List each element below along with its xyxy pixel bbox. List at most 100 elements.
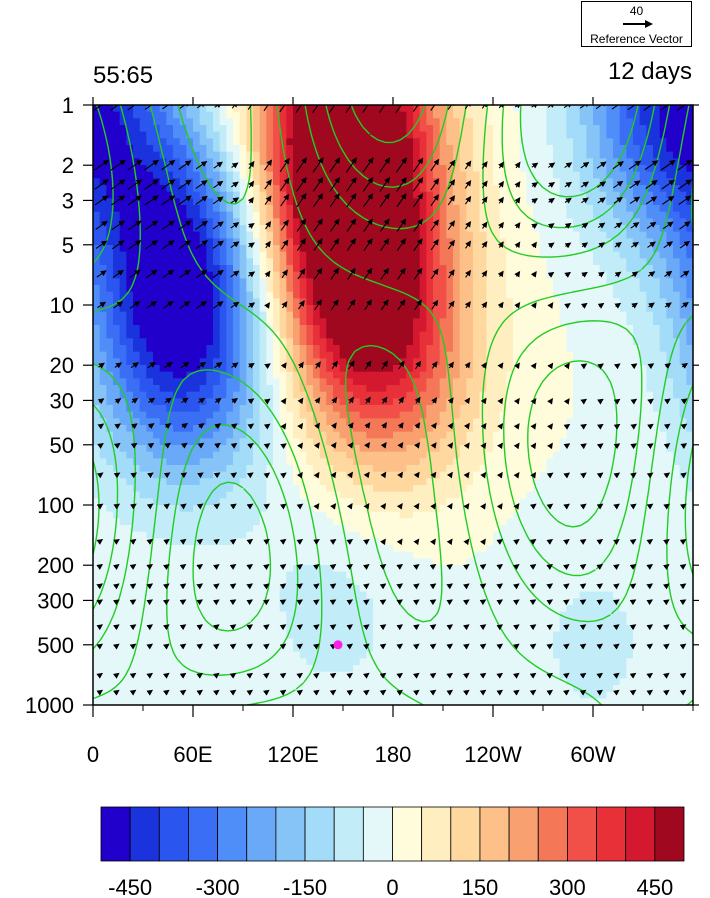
field-cell (386, 231, 394, 239)
field-cell (226, 271, 234, 279)
field-cell (239, 171, 247, 179)
field-cell (433, 345, 441, 353)
field-cell (359, 465, 367, 473)
field-cell (659, 458, 667, 466)
field-cell (633, 258, 641, 266)
field-cell (126, 338, 134, 346)
field-cell (153, 305, 161, 313)
field-cell (419, 311, 427, 319)
field-cell (539, 265, 547, 273)
field-cell (213, 265, 221, 273)
field-cell (653, 345, 661, 353)
field-cell (186, 178, 194, 186)
field-cell (353, 371, 361, 379)
field-cell (219, 191, 227, 199)
field-cell (139, 458, 147, 466)
field-cell (619, 231, 627, 239)
field-cell (279, 451, 287, 459)
field-cell (493, 178, 501, 186)
field-cell (233, 338, 241, 346)
field-cell (306, 305, 314, 313)
field-cell (406, 278, 414, 286)
field-cell (499, 238, 507, 246)
field-cell (273, 131, 281, 139)
field-cell (219, 145, 227, 153)
field-cell (419, 445, 427, 453)
field-cell (533, 318, 541, 326)
field-cell (186, 111, 194, 119)
field-cell (326, 425, 334, 433)
field-cell (573, 331, 581, 339)
field-cell (166, 171, 174, 179)
field-cell (173, 411, 181, 419)
field-cell (313, 111, 321, 119)
field-cell (533, 111, 541, 119)
field-cell (219, 431, 227, 439)
field-cell (446, 318, 454, 326)
field-cell (473, 378, 481, 386)
field-cell (399, 385, 407, 393)
field-cell (619, 385, 627, 393)
field-cell (599, 458, 607, 466)
field-cell (313, 391, 321, 399)
field-cell (279, 438, 287, 446)
field-cell (119, 298, 127, 306)
field-cell (653, 138, 661, 146)
field-cell (386, 371, 394, 379)
field-cell (213, 191, 221, 199)
field-cell (586, 431, 594, 439)
field-cell (473, 398, 481, 406)
field-cell (179, 298, 187, 306)
field-cell (513, 185, 521, 193)
field-cell (413, 131, 421, 139)
field-cell (253, 191, 261, 199)
field-cell (159, 265, 167, 273)
field-cell (626, 111, 634, 119)
field-cell (219, 438, 227, 446)
field-cell (206, 291, 214, 299)
field-cell (399, 438, 407, 446)
field-cell (526, 298, 534, 306)
field-cell (259, 171, 267, 179)
field-cell (526, 265, 534, 273)
field-cell (139, 291, 147, 299)
field-cell (346, 191, 354, 199)
field-cell (293, 425, 301, 433)
field-cell (106, 351, 114, 359)
field-cell (553, 405, 561, 413)
field-cell (586, 118, 594, 126)
field-cell (419, 271, 427, 279)
field-cell (486, 278, 494, 286)
field-cell (679, 331, 687, 339)
field-cell (359, 205, 367, 213)
field-cell (439, 298, 447, 306)
field-cell (619, 265, 627, 273)
field-cell (273, 278, 281, 286)
field-cell (293, 431, 301, 439)
field-cell (219, 158, 227, 166)
field-cell (413, 258, 421, 266)
field-cell (659, 138, 667, 146)
field-cell (399, 118, 407, 126)
field-cell (426, 125, 434, 133)
field-cell (453, 271, 461, 279)
field-cell (406, 378, 414, 386)
field-cell (539, 158, 547, 166)
field-cell (353, 171, 361, 179)
field-cell (253, 331, 261, 339)
field-cell (306, 331, 314, 339)
field-cell (399, 325, 407, 333)
field-cell (366, 111, 374, 119)
field-cell (646, 418, 654, 426)
field-cell (686, 378, 693, 386)
field-cell (673, 385, 681, 393)
field-cell (446, 118, 454, 126)
field-cell (373, 271, 381, 279)
field-cell (93, 238, 101, 246)
field-cell (473, 351, 481, 359)
field-cell (173, 358, 181, 366)
field-cell (573, 131, 581, 139)
field-cell (433, 331, 441, 339)
field-cell (259, 371, 267, 379)
field-cell (466, 425, 474, 433)
